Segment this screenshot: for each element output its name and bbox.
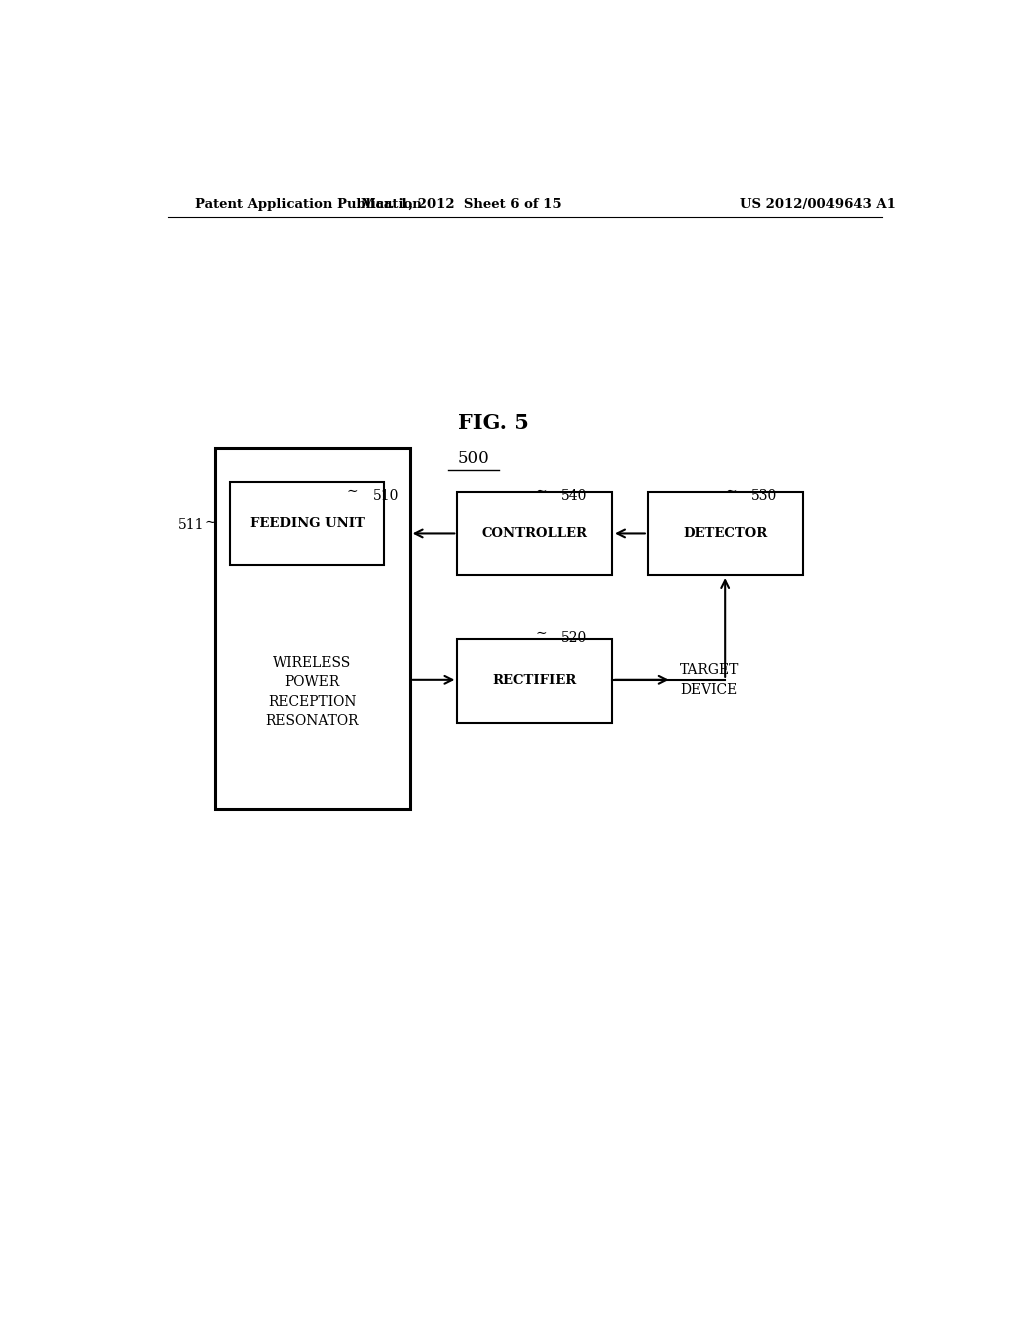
- Text: Patent Application Publication: Patent Application Publication: [196, 198, 422, 211]
- Text: 500: 500: [458, 450, 489, 467]
- Bar: [229, 482, 384, 565]
- Text: ∼: ∼: [536, 626, 547, 640]
- Text: FIG. 5: FIG. 5: [458, 413, 528, 433]
- Text: DETECTOR: DETECTOR: [683, 527, 767, 540]
- Text: ∼: ∼: [536, 483, 547, 498]
- Text: US 2012/0049643 A1: US 2012/0049643 A1: [740, 198, 896, 211]
- Text: ∼: ∼: [205, 515, 216, 529]
- Bar: [458, 492, 612, 576]
- Bar: [458, 639, 612, 722]
- Text: CONTROLLER: CONTROLLER: [481, 527, 588, 540]
- Text: RECTIFIER: RECTIFIER: [493, 675, 577, 688]
- Text: 540: 540: [561, 488, 588, 503]
- Bar: [215, 447, 410, 809]
- Text: 530: 530: [751, 488, 777, 503]
- Text: FEEDING UNIT: FEEDING UNIT: [250, 517, 365, 529]
- Text: Mar. 1, 2012  Sheet 6 of 15: Mar. 1, 2012 Sheet 6 of 15: [361, 198, 561, 211]
- Text: 520: 520: [561, 631, 588, 645]
- Text: ∼: ∼: [346, 483, 358, 498]
- Text: TARGET
DEVICE: TARGET DEVICE: [680, 663, 739, 697]
- Text: WIRELESS
POWER
RECEPTION
RESONATOR: WIRELESS POWER RECEPTION RESONATOR: [265, 656, 358, 729]
- Bar: [648, 492, 803, 576]
- Text: 510: 510: [373, 488, 398, 503]
- Text: ∼: ∼: [725, 483, 736, 498]
- Text: 511: 511: [178, 519, 205, 532]
